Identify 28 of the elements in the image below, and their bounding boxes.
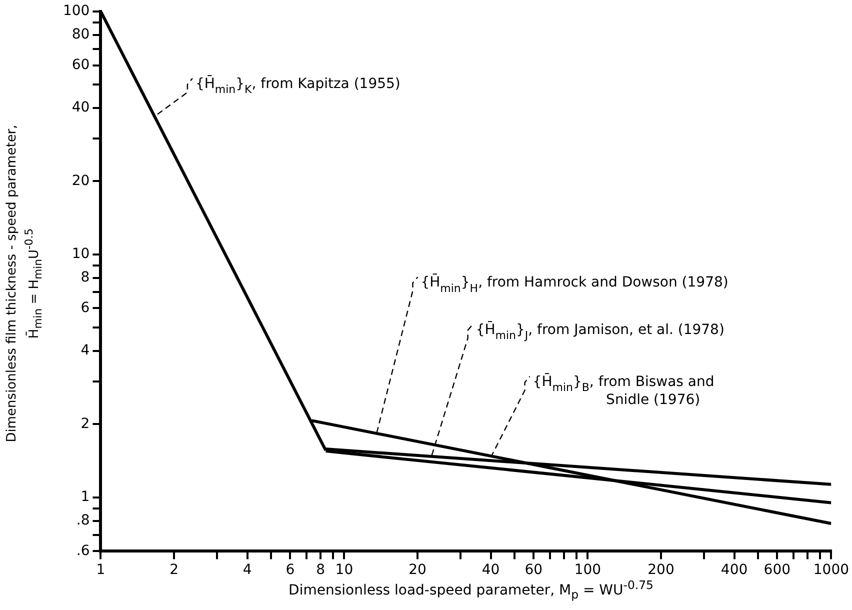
y-tick-label: 80 [72, 26, 90, 43]
x-tick-label: 200 [648, 562, 674, 578]
y-tick-label: 2 [80, 416, 90, 432]
x-tick-label: 8 [316, 562, 326, 578]
y-tick-label: 40 [72, 100, 90, 116]
x-tick-label: 60 [524, 562, 543, 578]
y-tick-label: 10 [72, 246, 90, 262]
x-tick-label: 400 [720, 562, 748, 578]
x-tick-label: 1 [96, 562, 106, 578]
x-tick-label: 20 [408, 562, 426, 578]
y-tick-label: 8 [80, 270, 90, 286]
y-tick-label: 4 [80, 342, 90, 359]
x-tick-label: 1000 [813, 562, 850, 578]
x-axis-title: Dimensionless load-speed parameter, M$_{p}$ = WU$^{-0.75}$ [288, 578, 654, 602]
x-tick-label: 2 [170, 562, 178, 578]
x-tick-label: 100 [574, 562, 602, 578]
y-tick-label: 60 [72, 56, 90, 73]
y-tick-label: .8 [76, 512, 90, 528]
x-tick-label: 600 [764, 562, 791, 578]
y-tick-label: 6 [80, 300, 90, 316]
y-tick-label: 20 [72, 172, 90, 189]
x-tick-label: 6 [286, 562, 295, 578]
y-tick-label: .6 [76, 542, 90, 559]
x-tick-label: 10 [335, 562, 354, 578]
y-tick-label: 1 [80, 488, 90, 505]
x-tick-label: 40 [482, 562, 500, 578]
x-tick-label: 4 [242, 562, 252, 578]
y-tick-label: 100 [62, 3, 90, 20]
